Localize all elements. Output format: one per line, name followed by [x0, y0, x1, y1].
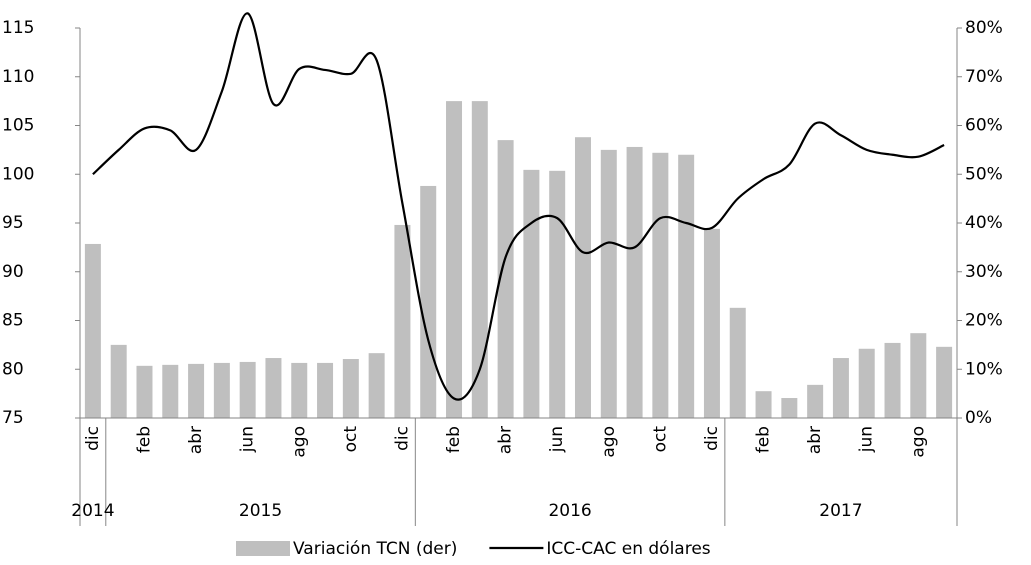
x-tick-label: dic: [702, 426, 722, 451]
bar: [136, 365, 153, 418]
y-tick-label: 80: [2, 359, 24, 379]
y2-tick-label: 10%: [965, 359, 1003, 379]
year-label: 2015: [239, 501, 282, 521]
bar: [188, 363, 205, 418]
x-tick-label: oct: [650, 426, 670, 453]
x-tick-label: feb: [134, 426, 154, 453]
bar: [213, 362, 230, 418]
bar: [291, 362, 308, 418]
y2-tick-label: 50%: [965, 164, 1003, 184]
bar: [420, 185, 437, 418]
x-tick-label: oct: [341, 426, 361, 453]
x-tick-label: ago: [908, 426, 928, 458]
y2-tick-label: 60%: [965, 116, 1003, 136]
y-tick-label: 90: [2, 262, 24, 282]
bar: [936, 346, 953, 418]
bar: [807, 384, 824, 418]
bar: [910, 333, 927, 418]
x-tick-label: ago: [289, 426, 309, 458]
legend-label: ICC-CAC en dólares: [546, 539, 710, 559]
x-tick-label: dic: [83, 426, 103, 451]
bar: [471, 101, 488, 418]
bar: [626, 146, 643, 418]
bar: [84, 243, 101, 418]
legend-swatch: [236, 541, 290, 556]
bar: [832, 358, 849, 418]
legend-label: Variación TCN (der): [293, 539, 457, 559]
bar: [317, 362, 334, 418]
bar: [523, 169, 540, 418]
x-tick-label: abr: [496, 426, 516, 454]
y2-tick-label: 30%: [965, 262, 1003, 282]
year-label: 2014: [71, 501, 114, 521]
y2-tick-label: 70%: [965, 67, 1003, 87]
bar: [265, 358, 282, 418]
bar: [678, 154, 695, 418]
bar: [729, 307, 746, 418]
x-tick-label: jun: [857, 426, 877, 453]
x-tick-label: ago: [599, 426, 619, 458]
bar: [497, 140, 514, 418]
y2-tick-label: 80%: [965, 18, 1003, 38]
bar: [600, 149, 617, 418]
x-tick-label: feb: [444, 426, 464, 453]
year-label: 2017: [819, 501, 862, 521]
bar: [781, 398, 798, 418]
x-tick-label: abr: [186, 426, 206, 454]
x-tick-label: abr: [805, 426, 825, 454]
bar: [574, 137, 591, 418]
bar: [652, 152, 669, 419]
bar: [858, 348, 875, 418]
y2-tick-label: 0%: [965, 408, 992, 428]
bar: [394, 224, 411, 418]
line: [92, 12, 945, 401]
y-tick-label: 105: [2, 116, 34, 136]
bar: [239, 361, 256, 418]
x-tick-label: dic: [392, 426, 412, 451]
bar: [755, 391, 772, 418]
bar: [368, 353, 385, 418]
y2-tick-label: 40%: [965, 213, 1003, 233]
x-tick-label: jun: [547, 426, 567, 453]
year-label: 2016: [548, 501, 591, 521]
bar: [703, 228, 720, 418]
y-tick-label: 95: [2, 213, 24, 233]
bar: [110, 344, 127, 418]
y-tick-label: 110: [2, 67, 34, 87]
x-tick-label: jun: [238, 426, 258, 453]
y-tick-label: 100: [2, 164, 34, 184]
bar: [162, 364, 179, 418]
y-tick-label: 85: [2, 311, 24, 331]
y2-tick-label: 20%: [965, 311, 1003, 331]
bar: [342, 359, 359, 418]
y-tick-label: 115: [2, 18, 34, 38]
x-tick-label: feb: [754, 426, 774, 453]
y-tick-label: 75: [2, 408, 24, 428]
bar: [446, 101, 463, 418]
bar: [884, 342, 901, 418]
bar: [549, 170, 566, 418]
